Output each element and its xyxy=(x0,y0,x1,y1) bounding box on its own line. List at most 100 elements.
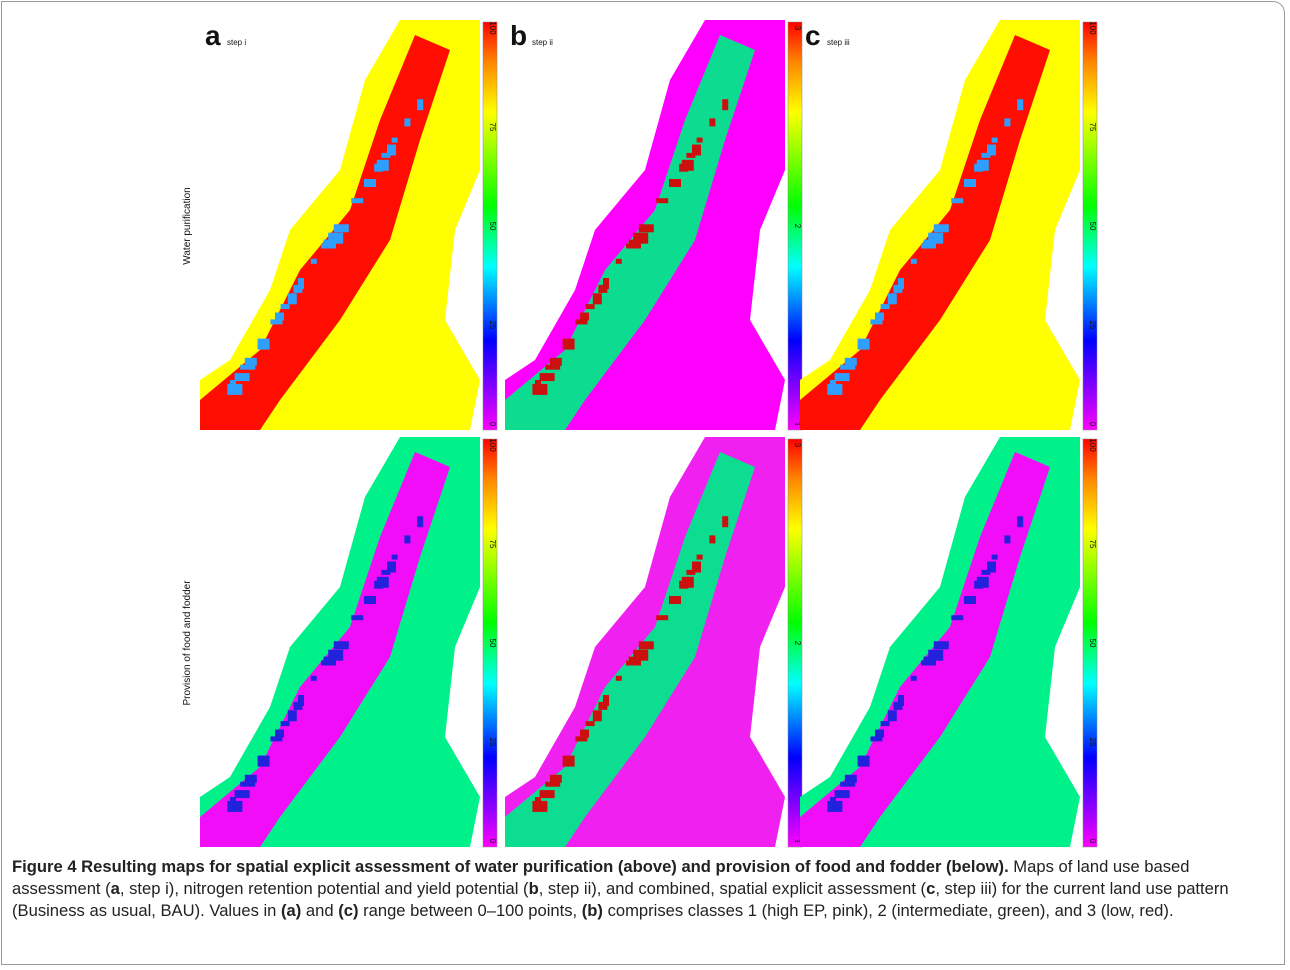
map-patch xyxy=(563,339,575,350)
map-patch xyxy=(911,259,917,264)
map-patch xyxy=(679,581,688,589)
colorbar-tick-label: 75 xyxy=(488,540,497,549)
map-patch xyxy=(227,384,242,395)
map-patch xyxy=(532,801,547,812)
map-patch xyxy=(603,278,609,289)
map-patch xyxy=(875,313,884,321)
colorbar-tick-label: 0 xyxy=(488,422,497,427)
map-patch xyxy=(580,730,589,738)
map-patch xyxy=(417,99,423,110)
map-patch xyxy=(616,676,622,681)
map-patch xyxy=(227,801,242,812)
map-patch xyxy=(934,224,949,232)
map-patch xyxy=(992,555,998,560)
map-patch xyxy=(281,304,290,309)
map-patch xyxy=(328,233,343,244)
map-patch xyxy=(288,710,297,721)
map-patch xyxy=(669,179,681,187)
map-patch xyxy=(351,198,363,203)
map-patch xyxy=(1004,535,1010,543)
colorbar-tick-label: 0 xyxy=(1088,839,1097,844)
colorbar-tick-label: 75 xyxy=(1088,123,1097,132)
map-patch xyxy=(321,661,336,666)
panel-letter: b xyxy=(510,20,527,51)
map-patch xyxy=(275,313,284,321)
colorbar-tick-label: 50 xyxy=(1088,639,1097,648)
map-patch xyxy=(679,164,688,172)
colorbar-tick-label: 25 xyxy=(488,738,497,747)
map-patch xyxy=(404,118,410,126)
caption-text: a xyxy=(111,879,120,898)
colorbar-tick-label: 25 xyxy=(1088,321,1097,330)
map-patch xyxy=(563,756,575,767)
map-patch xyxy=(881,304,890,309)
map-patch xyxy=(656,198,668,203)
map-patch xyxy=(1017,516,1023,527)
caption-title: Figure 4 Resulting maps for spatial expl… xyxy=(12,857,1009,876)
map-patch xyxy=(633,650,648,661)
map-patch xyxy=(275,730,284,738)
map-patch xyxy=(381,570,390,575)
map-patch xyxy=(709,535,715,543)
map-patch xyxy=(550,358,562,366)
map-patch xyxy=(593,293,602,304)
map-patch xyxy=(334,224,349,232)
map-patch xyxy=(845,358,857,366)
map-patch xyxy=(235,373,250,381)
map-patch xyxy=(951,198,963,203)
map-patch xyxy=(827,384,842,395)
map-patch xyxy=(288,293,297,304)
map-patch xyxy=(835,373,850,381)
map-patch xyxy=(404,535,410,543)
colorbar-tick-label: 100 xyxy=(488,21,497,35)
map-patch xyxy=(686,570,695,575)
caption-text: c xyxy=(926,879,935,898)
map-patch xyxy=(722,99,728,110)
map-patch xyxy=(417,516,423,527)
colorbar-tick-label: 2 xyxy=(793,641,802,646)
map-patch xyxy=(934,641,949,649)
map-patch xyxy=(586,721,595,726)
map-patch xyxy=(697,138,703,143)
map-patch xyxy=(656,615,668,620)
map-patch xyxy=(898,695,904,706)
map-patch xyxy=(311,259,317,264)
map-patch xyxy=(381,153,390,158)
map-patch xyxy=(911,676,917,681)
map-patch xyxy=(888,293,897,304)
map-patch xyxy=(974,581,983,589)
caption-text: , step ii), and combined, spatial explic… xyxy=(539,879,926,898)
colorbar-tick-label: 50 xyxy=(1088,222,1097,231)
map-patch xyxy=(835,790,850,798)
map-patch xyxy=(709,118,715,126)
map-patch xyxy=(540,790,555,798)
map-patch xyxy=(898,278,904,289)
map-patch xyxy=(298,695,304,706)
panel-step: step iii xyxy=(827,38,850,47)
map-patch xyxy=(298,278,304,289)
colorbar-tick-label: 25 xyxy=(488,321,497,330)
map-patch xyxy=(364,596,376,604)
row-label: Water purification xyxy=(182,187,193,264)
caption-text: comprises classes 1 (high EP, pink), 2 (… xyxy=(603,901,1174,920)
map-patch xyxy=(580,313,589,321)
colorbar-tick-label: 3 xyxy=(793,26,802,31)
map-patch xyxy=(281,721,290,726)
map-patch xyxy=(392,555,398,560)
map-patch xyxy=(951,615,963,620)
map-patch xyxy=(669,596,681,604)
map-patch xyxy=(532,384,547,395)
map-patch xyxy=(845,775,857,783)
map-patch xyxy=(550,775,562,783)
map-patch xyxy=(626,244,641,249)
map-patch xyxy=(639,641,654,649)
map-patch xyxy=(321,244,336,249)
map-patch xyxy=(540,373,555,381)
map-patch xyxy=(245,358,257,366)
caption-text: (a) xyxy=(281,901,301,920)
map-patch xyxy=(964,179,976,187)
caption-text: (b) xyxy=(582,901,603,920)
map-patch xyxy=(586,304,595,309)
panel-letter: a xyxy=(205,20,221,51)
